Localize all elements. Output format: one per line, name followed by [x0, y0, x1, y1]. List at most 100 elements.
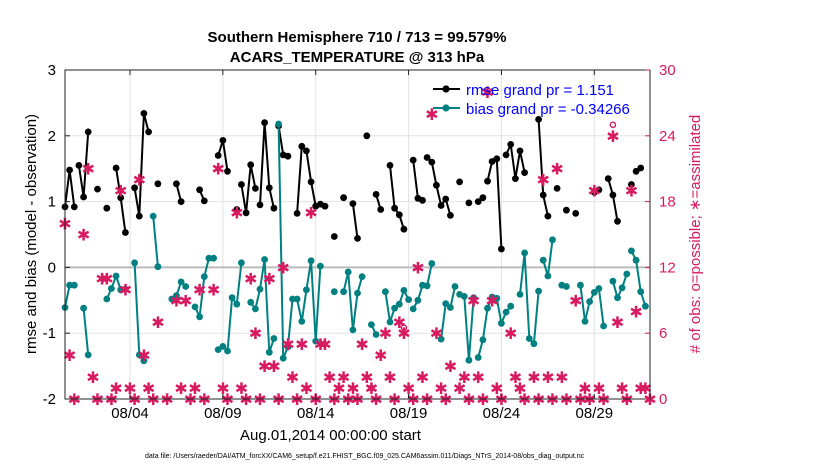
obs-assimilated-marker: ✱: [249, 324, 262, 343]
rmse-point: [270, 204, 278, 212]
obs-assimilated-marker: ✱: [276, 258, 289, 277]
obs-possible-marker: [400, 324, 408, 332]
legend-bias-label: bias grand pr = -0.34266: [466, 101, 630, 118]
y-tick-label: -2: [43, 391, 56, 408]
rmse-point: [177, 198, 185, 206]
rmse-point: [140, 110, 148, 117]
bias-point: [354, 289, 361, 297]
bias-point: [173, 292, 180, 300]
obs-assimilated-marker: ✱: [430, 324, 443, 343]
rmse-point: [303, 147, 310, 155]
rmse-point: [502, 151, 510, 159]
bias-line-segment: [152, 216, 159, 267]
obs-assimilated-marker: ✱: [629, 302, 642, 321]
legend-bias-marker: [442, 104, 450, 112]
obs-assimilated-marker: ✱: [425, 105, 438, 124]
chart-subtitle: ACARS_TEMPERATURE @ 313 hPa: [230, 49, 485, 66]
x-axis-label: Aug.01,2014 00:00:00 start: [240, 427, 422, 444]
rmse-point: [563, 206, 570, 214]
rmse-point: [154, 180, 162, 188]
rmse-point: [447, 212, 454, 219]
series-lines: [61, 110, 649, 365]
rmse-point: [628, 181, 635, 188]
bias-point: [330, 288, 338, 296]
bias-line-segment: [194, 257, 210, 318]
bias-point: [600, 322, 607, 330]
rmse-point: [131, 184, 139, 192]
bias-line-segment: [630, 250, 647, 307]
obs-assimilated-marker: ✱: [383, 368, 396, 387]
rmse-line-segment: [351, 203, 359, 239]
bias-point: [247, 298, 255, 306]
bias-point: [400, 287, 408, 294]
x-tick-label: 08/04: [111, 405, 149, 422]
bias-point: [191, 303, 199, 311]
obs-assimilated-marker: ✱: [639, 379, 652, 398]
rmse-point: [456, 178, 463, 186]
obs-assimilated-marker: ✱: [402, 379, 415, 398]
obs-assimilated-marker: ✱: [471, 368, 484, 387]
rmse-line-segment: [240, 163, 257, 214]
rmse-point: [66, 166, 73, 174]
obs-assimilated-marker: ✱: [588, 182, 601, 201]
bias-point: [516, 291, 524, 298]
y2-axis-label: # of obs: o=possible; ∗=assimilated: [687, 115, 704, 354]
bias-point: [70, 281, 78, 289]
bias-point: [386, 318, 394, 326]
rmse-point: [521, 169, 528, 177]
bias-point: [637, 288, 645, 296]
rmse-point: [293, 210, 301, 217]
bias-point: [484, 304, 491, 312]
rmse-point: [261, 119, 268, 126]
bias-line-segment: [597, 288, 605, 327]
obs-assimilated-marker: ✱: [323, 368, 336, 387]
bias-point: [131, 259, 139, 267]
rmse-point: [196, 186, 204, 194]
obs-assimilated-marker: ✱: [578, 379, 591, 398]
bias-point: [312, 337, 320, 345]
y2-tick-label: 0: [659, 391, 667, 408]
rmse-point: [330, 233, 338, 240]
rmse-point: [465, 199, 473, 207]
bias-point: [609, 277, 617, 285]
obs-assimilated-marker: ✱: [151, 313, 164, 332]
obs-assimilated-marker: ✱: [527, 368, 540, 387]
bias-point: [340, 288, 347, 296]
bias-point: [535, 287, 542, 295]
bias-point: [586, 298, 593, 305]
bias-point: [563, 283, 570, 290]
rmse-line-segment: [133, 112, 150, 218]
rmse-point: [298, 142, 306, 150]
bias-point: [196, 313, 204, 321]
obs-assimilated-marker: ✱: [615, 379, 628, 398]
y2-tick-label: 12: [659, 259, 676, 276]
bias-point: [474, 354, 482, 361]
obs-assimilated-marker: ✱: [244, 269, 257, 288]
bias-point: [284, 343, 292, 351]
obs-possible-marker: [368, 384, 375, 392]
rmse-point: [493, 155, 501, 163]
bias-line-segment: [611, 273, 628, 299]
bias-line-segment: [82, 308, 90, 355]
rmse-point: [80, 193, 87, 201]
rmse-point: [391, 204, 398, 212]
x-tick-label: 08/14: [297, 405, 335, 422]
bias-point: [228, 294, 236, 302]
bias-point: [577, 281, 584, 289]
obs-assimilated-marker: ✱: [81, 160, 94, 179]
rmse-point: [595, 186, 603, 194]
rmse-line-segment: [389, 165, 405, 230]
obs-assimilated-marker: ✱: [379, 324, 392, 343]
bias-point: [368, 321, 375, 328]
obs-assimilated-marker: ✱: [397, 324, 410, 343]
obs-assimilated-marker: ✱: [569, 291, 582, 310]
rmse-point: [349, 200, 357, 208]
obs-assimilated-marker: ✱: [216, 379, 229, 398]
rmse-point: [479, 194, 487, 202]
obs-assimilated-marker: ✱: [555, 368, 568, 387]
bias-point: [103, 295, 111, 303]
obs-assimilated-marker: ✱: [119, 280, 132, 299]
bias-point: [437, 335, 445, 343]
bias-point: [595, 285, 603, 292]
obs-assimilated-marker: ✱: [592, 379, 605, 398]
